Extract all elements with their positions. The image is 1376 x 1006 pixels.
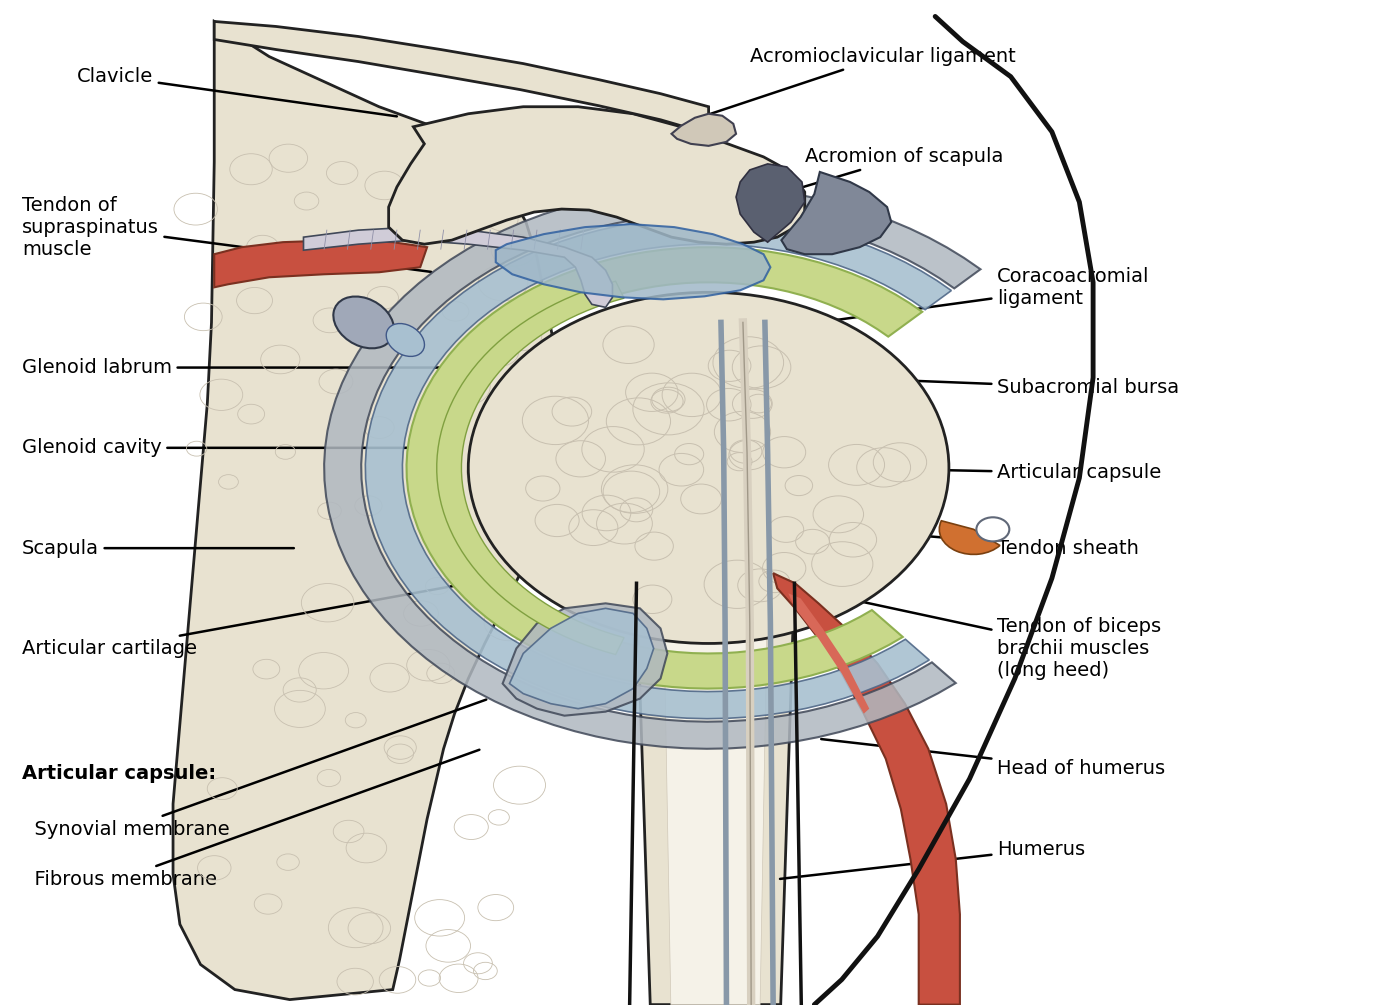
Polygon shape [215, 21, 709, 134]
Polygon shape [788, 594, 870, 713]
Polygon shape [325, 187, 981, 748]
Text: Articular cartilage: Articular cartilage [22, 583, 465, 658]
Circle shape [977, 517, 1010, 541]
Text: Scapula: Scapula [22, 538, 294, 557]
Polygon shape [671, 114, 736, 146]
Text: Acromion of scapula: Acromion of scapula [739, 148, 1003, 206]
Polygon shape [736, 164, 805, 242]
Text: Tendon of biceps
brachii muscles
(long heed): Tendon of biceps brachii muscles (long h… [826, 594, 1161, 680]
Polygon shape [366, 217, 951, 718]
Polygon shape [406, 247, 922, 688]
Text: Tendon sheath: Tendon sheath [835, 528, 1139, 557]
Ellipse shape [387, 324, 424, 356]
Polygon shape [173, 21, 561, 1000]
Polygon shape [782, 172, 892, 255]
Text: Acromioclavicular ligament: Acromioclavicular ligament [705, 47, 1015, 116]
Text: Articular capsule:: Articular capsule: [22, 765, 216, 784]
Text: Coracoacromial
ligament: Coracoacromial ligament [821, 267, 1149, 322]
Text: Synovial membrane: Synovial membrane [22, 699, 486, 839]
Polygon shape [665, 624, 766, 1005]
Text: Glenoid cavity: Glenoid cavity [22, 439, 431, 458]
Ellipse shape [333, 297, 394, 348]
Text: Clavicle: Clavicle [77, 67, 396, 117]
Text: Subacromial bursa: Subacromial bursa [835, 377, 1179, 397]
Polygon shape [215, 240, 427, 288]
Text: Articular capsule: Articular capsule [835, 464, 1161, 483]
Text: Tendon of
supraspinatus
muscle: Tendon of supraspinatus muscle [22, 195, 431, 272]
Polygon shape [773, 573, 960, 1005]
Polygon shape [502, 604, 667, 715]
Wedge shape [940, 521, 1000, 554]
Text: Head of humerus: Head of humerus [821, 739, 1165, 779]
Polygon shape [304, 227, 612, 308]
Text: Glenoid labrum: Glenoid labrum [22, 358, 458, 377]
Text: Fibrous membrane: Fibrous membrane [22, 749, 479, 888]
Polygon shape [637, 583, 794, 1005]
Polygon shape [495, 224, 771, 300]
Polygon shape [388, 107, 805, 244]
Circle shape [468, 293, 949, 644]
Polygon shape [436, 282, 625, 655]
Text: Humerus: Humerus [780, 840, 1086, 879]
Polygon shape [509, 609, 654, 708]
